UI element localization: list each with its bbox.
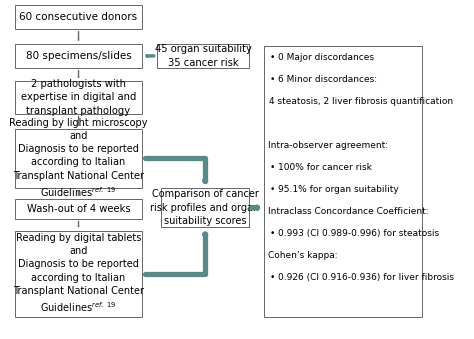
Text: Intra-observer agreement:: Intra-observer agreement: [268,141,389,150]
Text: 0.993 (CI 0.989-0.996) for steatosis: 0.993 (CI 0.989-0.996) for steatosis [278,230,439,238]
Text: 60 consecutive donors: 60 consecutive donors [19,12,137,22]
FancyBboxPatch shape [15,199,142,219]
Text: •: • [269,163,274,172]
Text: Intraclass Concordance Coefficient:: Intraclass Concordance Coefficient: [268,207,429,216]
Text: 95.1% for organ suitability: 95.1% for organ suitability [278,185,399,194]
FancyBboxPatch shape [15,5,142,29]
Text: •: • [269,274,274,282]
FancyBboxPatch shape [15,129,142,188]
FancyBboxPatch shape [15,81,142,114]
FancyBboxPatch shape [161,188,249,227]
Text: 4 steatosis, 2 liver fibrosis quantification: 4 steatosis, 2 liver fibrosis quantifica… [269,97,453,106]
Text: 80 specimens/slides: 80 specimens/slides [26,51,131,61]
Text: Wash-out of 4 weeks: Wash-out of 4 weeks [27,204,130,214]
Text: •: • [269,53,274,62]
Text: 6 Minor discordances:: 6 Minor discordances: [278,75,377,84]
Text: 2 pathologists with
expertise in digital and
transplant pathology: 2 pathologists with expertise in digital… [21,79,136,116]
Text: 0 Major discordances: 0 Major discordances [278,53,374,62]
Text: 45 organ suitability
35 cancer risk: 45 organ suitability 35 cancer risk [155,44,251,67]
Text: 100% for cancer risk: 100% for cancer risk [278,163,372,172]
FancyBboxPatch shape [15,231,142,317]
FancyBboxPatch shape [264,46,422,317]
Text: •: • [269,230,274,238]
Text: 0.926 (CI 0.916-0.936) for liver fibrosis: 0.926 (CI 0.916-0.936) for liver fibrosi… [278,274,454,282]
Text: Comparison of cancer
risk profiles and organ
suitability scores: Comparison of cancer risk profiles and o… [150,190,260,226]
Text: Reading by digital tablets
and
Diagnosis to be reported
according to Italian
Tra: Reading by digital tablets and Diagnosis… [13,233,144,314]
Text: •: • [269,75,274,84]
Text: Reading by light microscopy
and
Diagnosis to be reported
according to Italian
Tr: Reading by light microscopy and Diagnosi… [9,118,148,199]
FancyBboxPatch shape [156,44,249,68]
FancyBboxPatch shape [15,44,142,68]
Text: Cohen’s kappa:: Cohen’s kappa: [268,252,338,260]
Text: •: • [269,185,274,194]
